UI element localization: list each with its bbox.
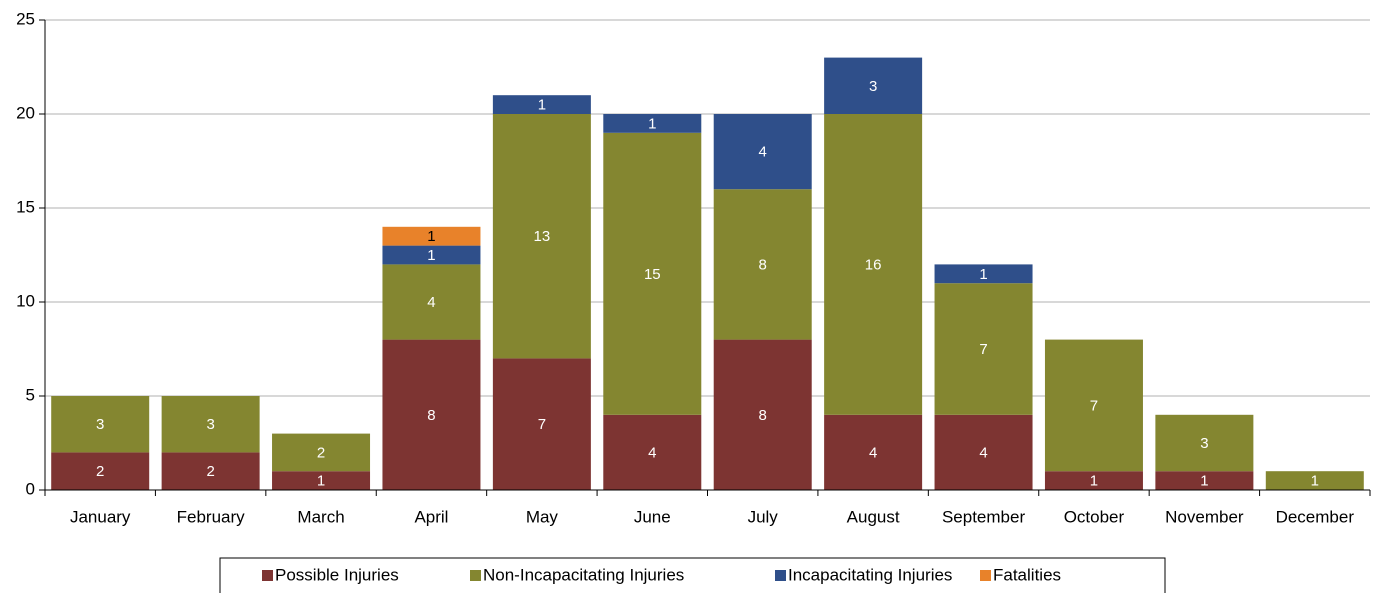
- bar-segment: [603, 414, 702, 490]
- data-label: 1: [427, 228, 435, 245]
- bar-segment: [824, 414, 923, 490]
- data-label: 1: [538, 97, 546, 114]
- bar-segment: [603, 132, 702, 415]
- bar-segment: [934, 414, 1033, 490]
- data-label: 15: [644, 266, 661, 283]
- bar-segment: [382, 339, 481, 490]
- y-tick-label: 25: [16, 9, 35, 28]
- bar-segment: [1044, 339, 1143, 472]
- data-label: 3: [206, 416, 214, 433]
- x-tick-label: July: [748, 507, 779, 526]
- bar-segment: [382, 226, 481, 246]
- bar-segment: [382, 245, 481, 265]
- y-tick-label: 0: [26, 479, 35, 498]
- data-label: 4: [648, 444, 656, 461]
- bar-segment: [934, 264, 1033, 284]
- x-tick-label: September: [942, 507, 1025, 526]
- bar-segment: [272, 433, 371, 472]
- data-label: 7: [979, 341, 987, 358]
- data-label: 1: [1200, 473, 1208, 490]
- x-tick-label: August: [847, 507, 900, 526]
- bar-segment: [51, 452, 150, 490]
- bar-segment: [1265, 471, 1364, 490]
- x-tick-label: June: [634, 507, 671, 526]
- data-label: 13: [534, 228, 551, 245]
- data-label: 4: [869, 444, 877, 461]
- legend-label: Fatalities: [993, 565, 1061, 584]
- data-label: 4: [759, 144, 767, 161]
- bar-segment: [492, 95, 591, 114]
- data-label: 8: [427, 407, 435, 424]
- data-label: 1: [317, 473, 325, 490]
- bar-segment: [603, 114, 702, 133]
- x-tick-label: December: [1276, 507, 1355, 526]
- bar-segment: [492, 114, 591, 359]
- data-label: 1: [427, 247, 435, 264]
- bar-segment: [713, 339, 812, 490]
- x-tick-label: February: [177, 507, 246, 526]
- bar-segment: [272, 471, 371, 490]
- bar-segment: [1044, 471, 1143, 490]
- data-label: 2: [317, 444, 325, 461]
- legend-swatch: [775, 570, 786, 581]
- data-label: 3: [869, 78, 877, 95]
- legend-swatch: [470, 570, 481, 581]
- legend-box: [219, 557, 1166, 593]
- legend-label: Possible Injuries: [275, 565, 399, 584]
- bar-segment: [713, 189, 812, 340]
- bar-segment: [492, 358, 591, 490]
- legend-label: Non-Incapacitating Injuries: [483, 565, 684, 584]
- bar-segment: [824, 57, 923, 114]
- bar-segment: [382, 264, 481, 340]
- data-label: 2: [96, 463, 104, 480]
- data-label: 3: [1200, 435, 1208, 452]
- data-label: 1: [1311, 473, 1319, 490]
- x-tick-label: April: [414, 507, 448, 526]
- bar-segment: [1155, 471, 1254, 490]
- data-label: 16: [865, 256, 882, 273]
- x-tick-label: March: [297, 507, 344, 526]
- bar-segment: [934, 283, 1033, 415]
- y-tick-label: 10: [16, 291, 35, 310]
- bar-segment: [1155, 414, 1254, 472]
- data-label: 4: [979, 444, 987, 461]
- bar-segment: [161, 452, 260, 490]
- x-tick-label: May: [526, 507, 559, 526]
- bar-segment: [51, 396, 150, 453]
- data-label: 7: [1090, 397, 1098, 414]
- data-label: 8: [759, 407, 767, 424]
- y-tick-label: 5: [26, 385, 35, 404]
- bar-segment: [713, 114, 812, 190]
- data-label: 8: [759, 256, 767, 273]
- data-label: 3: [96, 416, 104, 433]
- data-label: 7: [538, 416, 546, 433]
- data-label: 1: [1090, 473, 1098, 490]
- legend-swatch: [262, 570, 273, 581]
- y-tick-label: 15: [16, 197, 35, 216]
- legend-swatch: [980, 570, 991, 581]
- x-tick-label: October: [1064, 507, 1125, 526]
- legend-label: Incapacitating Injuries: [788, 565, 952, 584]
- bar-segment: [161, 396, 260, 453]
- data-label: 1: [648, 115, 656, 132]
- data-label: 2: [206, 463, 214, 480]
- data-label: 4: [427, 294, 435, 311]
- data-label: 1: [979, 266, 987, 283]
- x-tick-label: January: [70, 507, 131, 526]
- y-tick-label: 20: [16, 103, 35, 122]
- x-tick-label: November: [1165, 507, 1244, 526]
- bar-segment: [824, 114, 923, 415]
